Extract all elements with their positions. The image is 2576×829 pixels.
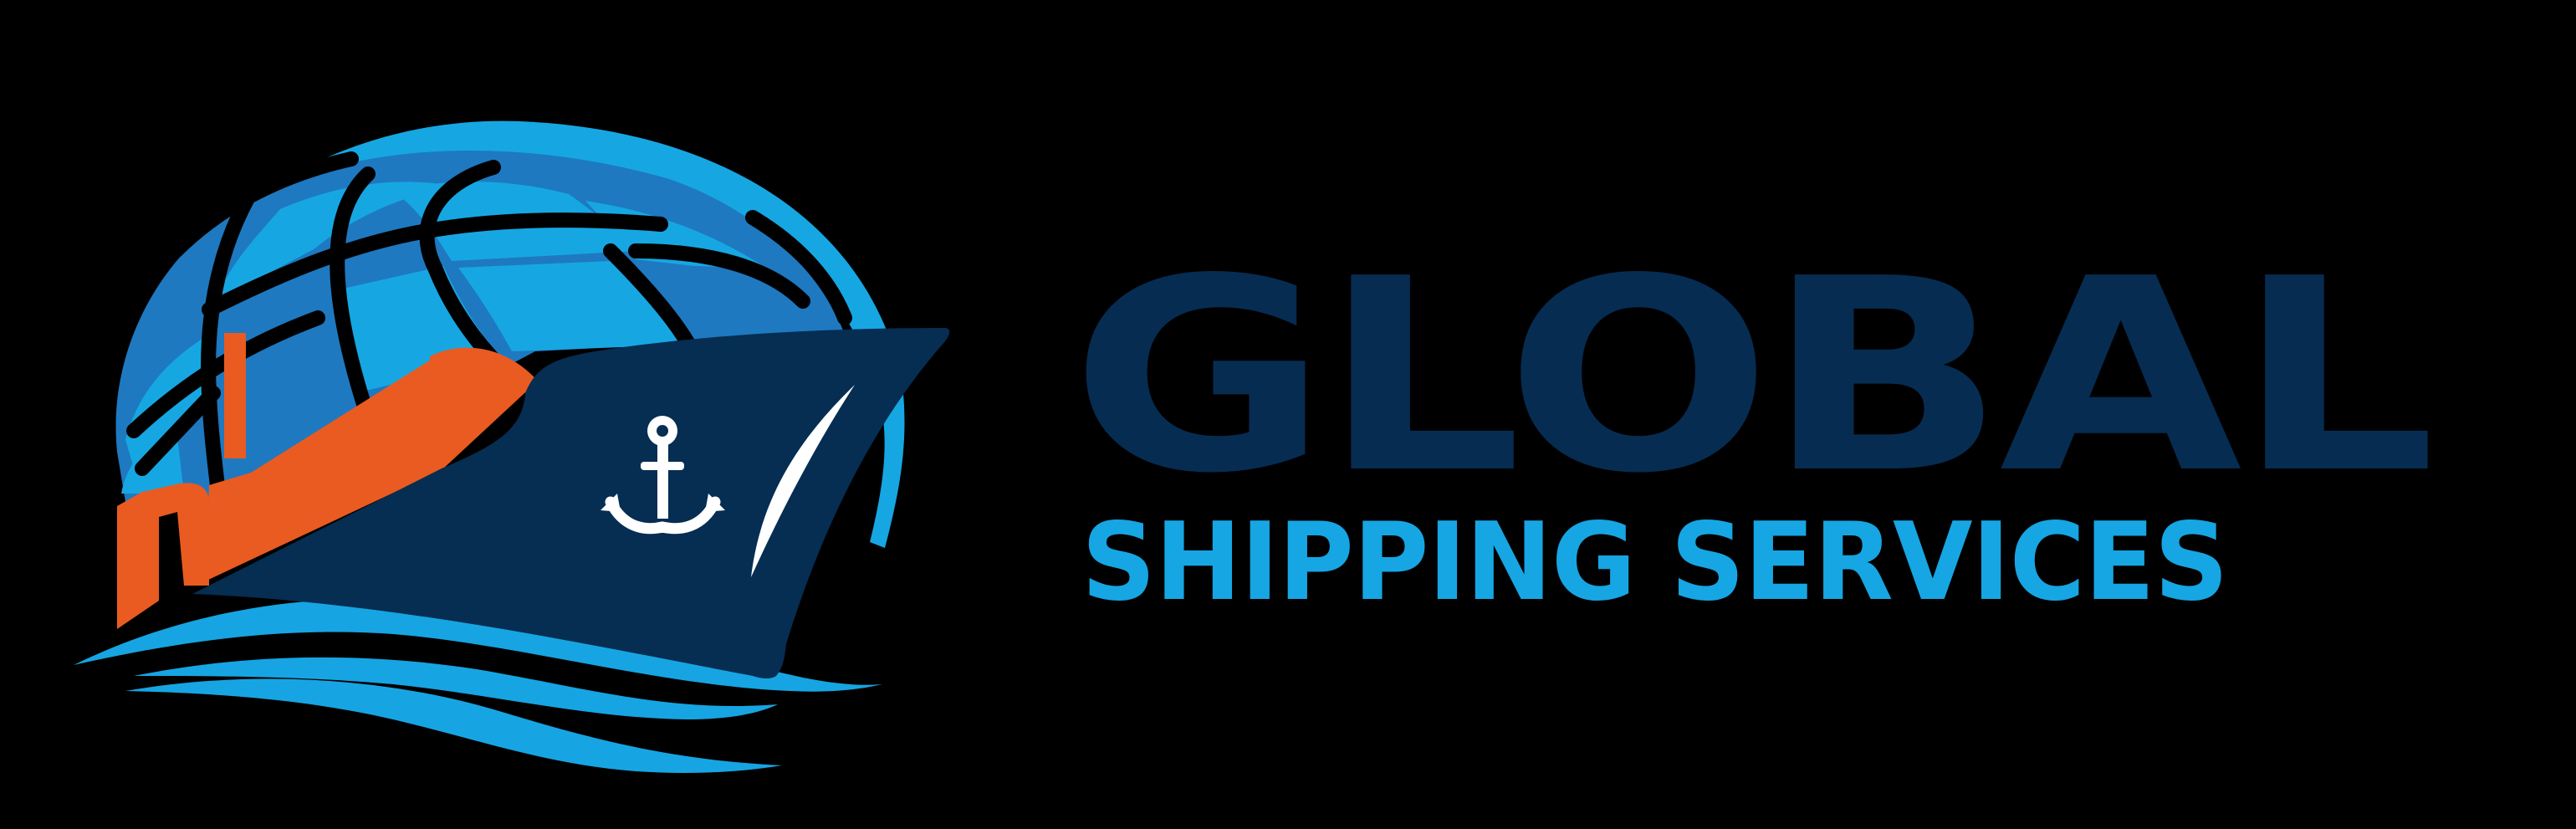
wave-mid <box>134 657 778 719</box>
anchor-stock <box>641 462 684 470</box>
anchor-arms <box>605 496 721 535</box>
wave-bottom <box>125 678 782 773</box>
anchor-icon <box>601 416 725 535</box>
ship-rail <box>429 347 538 386</box>
ship-icon <box>117 328 950 678</box>
globe-panel <box>458 261 686 351</box>
anchor-shank <box>657 443 668 519</box>
brand-name-secondary: SHIPPING SERVICES <box>1081 500 2229 625</box>
ship-funnel <box>224 333 246 458</box>
ship-hull <box>192 328 950 678</box>
emblem-graphic <box>74 120 950 773</box>
wave-top <box>74 598 882 692</box>
ship-cabin <box>205 351 535 581</box>
globe-panel <box>216 182 452 301</box>
ship-cabin <box>117 483 209 629</box>
brand-name-primary: GLOBAL <box>1071 222 2436 531</box>
waves-icon <box>74 598 882 773</box>
